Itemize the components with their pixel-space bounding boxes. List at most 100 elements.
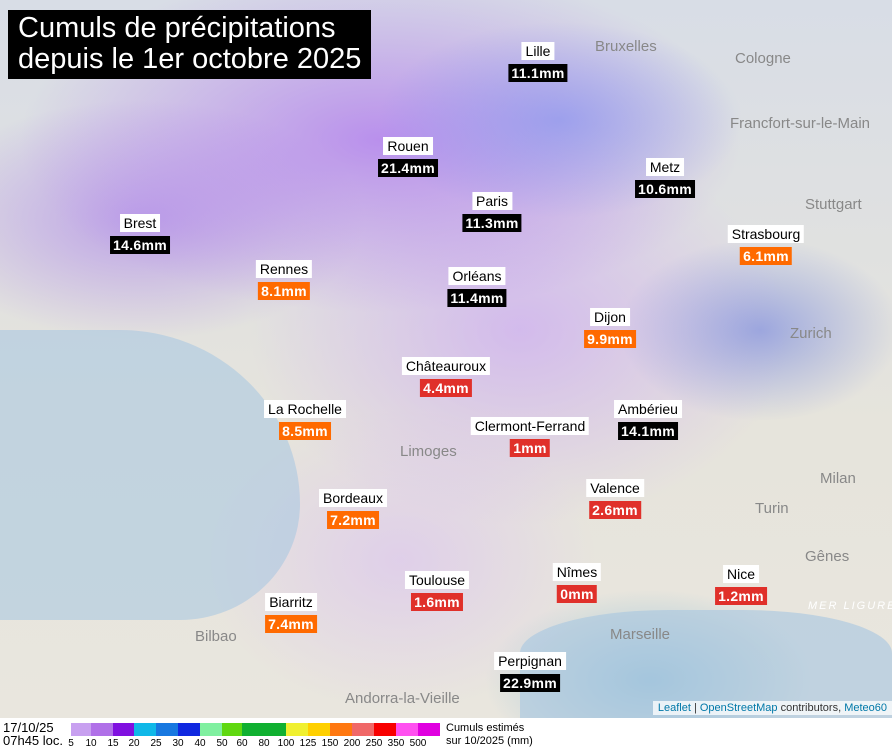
city-name: Strasbourg bbox=[727, 225, 805, 243]
city-value: 4.4mm bbox=[420, 379, 472, 397]
city-value: 9.9mm bbox=[584, 330, 636, 348]
legend-caption: Cumuls estimés sur 10/2025 (mm) bbox=[446, 722, 533, 748]
legend-swatch bbox=[242, 723, 286, 736]
place-label: Stuttgart bbox=[805, 196, 862, 213]
map-title: Cumuls de précipitations depuis le 1er o… bbox=[8, 10, 372, 79]
city-marker-brest[interactable]: Brest 14.6mm bbox=[110, 214, 170, 254]
city-name: Dijon bbox=[590, 308, 630, 326]
city-value: 8.1mm bbox=[258, 282, 310, 300]
legend-swatch bbox=[222, 723, 242, 736]
city-marker-toulouse[interactable]: Toulouse 1.6mm bbox=[404, 571, 470, 611]
city-value: 7.4mm bbox=[265, 615, 317, 633]
city-marker-rouen[interactable]: Rouen 21.4mm bbox=[378, 137, 438, 177]
city-value: 14.1mm bbox=[618, 422, 678, 440]
precipitation-map[interactable]: Bruxelles Cologne Francfort-sur-le-Main Stu… bbox=[0, 0, 892, 718]
place-label: Gênes bbox=[805, 548, 850, 565]
city-name: Châteauroux bbox=[401, 357, 491, 375]
legend-swatch bbox=[134, 723, 156, 736]
city-name: Nîmes bbox=[552, 563, 602, 581]
legend-tick: 500 bbox=[409, 738, 427, 749]
legend-caption-1: Cumuls estimés bbox=[446, 722, 525, 734]
city-value: 22.9mm bbox=[500, 674, 560, 692]
legend-swatch bbox=[113, 723, 134, 736]
city-name: Valence bbox=[586, 479, 644, 497]
city-marker-dijon[interactable]: Dijon 9.9mm bbox=[584, 308, 636, 348]
legend-tick: 25 bbox=[150, 738, 162, 749]
title-line-1: Cumuls de précipitations bbox=[18, 12, 336, 44]
city-name: Brest bbox=[119, 214, 161, 232]
legend-caption-2: sur 10/2025 (mm) bbox=[446, 735, 533, 747]
legend-time: 07h45 loc. bbox=[3, 733, 63, 748]
city-marker-la-rochelle[interactable]: La Rochelle 8.5mm bbox=[264, 400, 346, 440]
legend-swatch bbox=[178, 723, 200, 736]
city-value: 6.1mm bbox=[740, 247, 792, 265]
legend-tick: 10 bbox=[85, 738, 97, 749]
legend-color-scale bbox=[71, 723, 440, 736]
attribution: Leaflet | OpenStreetMap contributors, Me… bbox=[652, 701, 892, 715]
legend-swatch bbox=[418, 723, 440, 736]
city-marker-lille[interactable]: Lille 11.1mm bbox=[508, 42, 568, 82]
osm-link[interactable]: OpenStreetMap bbox=[699, 702, 778, 714]
legend-tick: 20 bbox=[128, 738, 140, 749]
legend-swatch bbox=[156, 723, 178, 736]
place-label: Milan bbox=[820, 470, 856, 487]
city-name: Rennes bbox=[255, 260, 313, 278]
place-label: Marseille bbox=[610, 626, 671, 643]
legend-swatch bbox=[352, 723, 374, 736]
legend-tick: 5 bbox=[68, 738, 74, 749]
place-label: Zurich bbox=[790, 325, 832, 342]
legend-swatch bbox=[200, 723, 222, 736]
city-value: 10.6mm bbox=[635, 180, 695, 198]
city-marker-biarritz[interactable]: Biarritz 7.4mm bbox=[265, 593, 317, 633]
city-marker-bordeaux[interactable]: Bordeaux 7.2mm bbox=[319, 489, 387, 529]
attribution-separator: | bbox=[693, 702, 697, 714]
legend-tick: 60 bbox=[236, 738, 248, 749]
meteo60-link[interactable]: Meteo60 bbox=[844, 702, 887, 714]
city-name: La Rochelle bbox=[264, 400, 346, 418]
place-label: Andorra-la-Vieille bbox=[345, 690, 460, 707]
city-marker-metz[interactable]: Metz 10.6mm bbox=[635, 158, 695, 198]
legend-swatch bbox=[308, 723, 330, 736]
place-label: Bruxelles bbox=[595, 38, 657, 55]
legend-date: 17/10/25 bbox=[3, 720, 54, 735]
city-marker-rennes[interactable]: Rennes 8.1mm bbox=[255, 260, 313, 300]
legend-tick: 250 bbox=[365, 738, 383, 749]
title-line-2: depuis le 1er octobre 2025 bbox=[18, 43, 362, 75]
city-value: 0mm bbox=[557, 585, 597, 603]
city-marker-ch-teauroux[interactable]: Châteauroux 4.4mm bbox=[401, 357, 491, 397]
city-marker-perpignan[interactable]: Perpignan 22.9mm bbox=[494, 652, 566, 692]
legend-swatch bbox=[396, 723, 418, 736]
city-marker-amb-rieu[interactable]: Ambérieu 14.1mm bbox=[614, 400, 682, 440]
attribution-text: contributors, bbox=[780, 702, 842, 714]
city-marker-strasbourg[interactable]: Strasbourg 6.1mm bbox=[727, 225, 805, 265]
legend-timestamp: 17/10/25 07h45 loc. bbox=[3, 721, 63, 747]
place-label: MER LIGURE bbox=[808, 600, 892, 612]
city-value: 1.6mm bbox=[411, 593, 463, 611]
city-name: Rouen bbox=[383, 137, 433, 155]
city-marker-paris[interactable]: Paris 11.3mm bbox=[462, 192, 522, 232]
city-name: Metz bbox=[645, 158, 685, 176]
place-label: Francfort-sur-le-Main bbox=[730, 115, 871, 132]
legend-tick: 150 bbox=[321, 738, 339, 749]
city-name: Perpignan bbox=[494, 652, 566, 670]
legend-tick: 350 bbox=[387, 738, 405, 749]
city-name: Orléans bbox=[448, 267, 506, 285]
legend-tick: 200 bbox=[343, 738, 361, 749]
legend-swatch bbox=[71, 723, 91, 736]
city-name: Paris bbox=[472, 192, 512, 210]
city-name: Bordeaux bbox=[319, 489, 387, 507]
city-marker-nice[interactable]: Nice 1.2mm bbox=[715, 565, 767, 605]
city-marker-valence[interactable]: Valence 2.6mm bbox=[586, 479, 644, 519]
leaflet-link[interactable]: Leaflet bbox=[657, 702, 691, 714]
legend-tick: 125 bbox=[299, 738, 317, 749]
legend-swatch bbox=[286, 723, 308, 736]
city-marker-orl-ans[interactable]: Orléans 11.4mm bbox=[447, 267, 507, 307]
legend-tick: 30 bbox=[172, 738, 184, 749]
city-value: 11.4mm bbox=[447, 289, 507, 307]
city-marker-n-mes[interactable]: Nîmes 0mm bbox=[552, 563, 602, 603]
city-value: 2.6mm bbox=[589, 501, 641, 519]
atlantic-ocean bbox=[0, 330, 300, 620]
legend: 17/10/25 07h45 loc. 5 10 15 20 25 30 40 50 60 80 1… bbox=[0, 718, 892, 750]
city-marker-clermont-ferrand[interactable]: Clermont-Ferrand 1mm bbox=[470, 417, 590, 457]
city-value: 11.3mm bbox=[462, 214, 522, 232]
